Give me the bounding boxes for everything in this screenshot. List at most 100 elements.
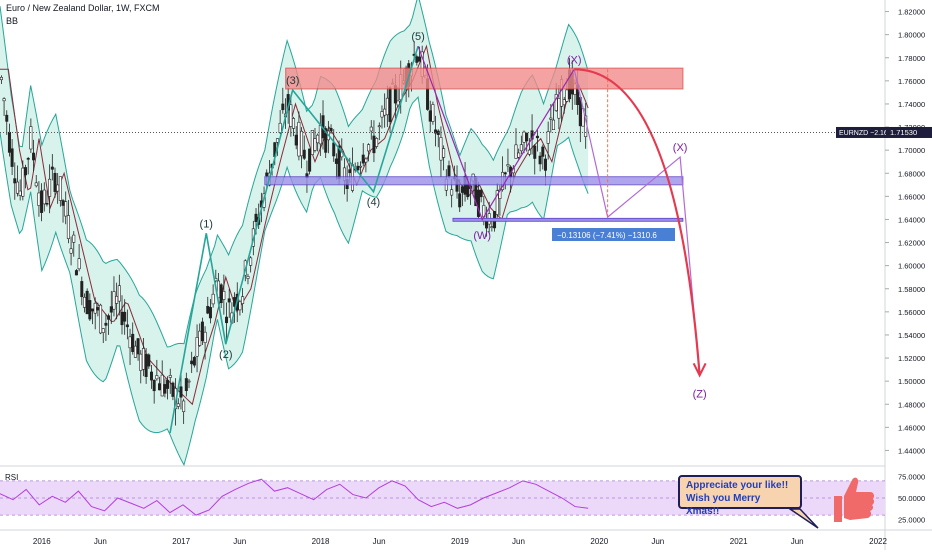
candle-body xyxy=(171,382,175,397)
candle-body xyxy=(32,152,36,161)
candle-body xyxy=(337,145,341,180)
time-axis[interactable]: 2016 Jun 2017 Jun 2018 Jun 2019 Jun 2020 Jun 2021 J… xyxy=(33,537,888,546)
candle-body xyxy=(310,129,314,155)
candle-body xyxy=(348,169,352,174)
support-zone xyxy=(264,176,684,186)
y-tick-label: 1.54000 xyxy=(898,331,925,340)
y-tick-label: 1.80000 xyxy=(898,31,925,40)
projection-path xyxy=(573,69,701,376)
candle-body xyxy=(82,297,86,308)
x-tick-label: 2016 xyxy=(33,537,51,546)
candle-body xyxy=(58,176,62,201)
candle-body xyxy=(26,158,30,160)
candle-body xyxy=(179,386,183,398)
candle-body xyxy=(442,148,446,158)
candle-body xyxy=(329,127,333,132)
candle-body xyxy=(123,311,127,322)
candle-body xyxy=(369,126,373,132)
candle-body xyxy=(418,56,422,62)
y-tick-label: 1.76000 xyxy=(898,77,925,86)
wave-label: (W) xyxy=(473,230,491,242)
candle-body xyxy=(128,336,132,349)
chart-title: Euro / New Zealand Dollar, 1W, FXCM xyxy=(6,3,160,13)
candle-body xyxy=(144,353,148,377)
candle-body xyxy=(104,322,108,326)
measure-label-bg xyxy=(552,228,675,241)
candle-body xyxy=(227,298,231,303)
x-tick-label: 2020 xyxy=(590,537,608,546)
candle-body xyxy=(316,134,320,144)
symbol-tag-text: EURNZD −2.16% xyxy=(839,130,894,137)
candle-body xyxy=(238,301,242,311)
last-price-tag: EURNZD −2.16% 1.71530 xyxy=(836,126,932,138)
candle-body xyxy=(535,135,539,139)
candle-body xyxy=(88,300,92,320)
candle-body xyxy=(372,135,376,154)
candle-body xyxy=(149,371,153,381)
y-tick-label: 1.52000 xyxy=(898,354,925,363)
resistance-zone xyxy=(285,67,684,90)
candle-body xyxy=(152,379,156,392)
price-axis[interactable]: 1.820001.800001.780001.760001.740001.720… xyxy=(885,8,925,456)
candle-body xyxy=(562,99,566,106)
x-tick-label: 2017 xyxy=(172,537,190,546)
projection-lines xyxy=(573,68,707,378)
indicator-label[interactable]: BB xyxy=(6,16,19,26)
candle-body xyxy=(450,189,454,196)
candle-body xyxy=(42,189,46,205)
wave-labels: (1) (2) (3) (4) (5) (W) (X) (X) (Z) xyxy=(200,31,707,400)
rsi-line xyxy=(0,478,589,516)
candle-body xyxy=(506,164,510,167)
candle-body xyxy=(195,337,199,357)
candle-body xyxy=(101,328,105,333)
candle-body xyxy=(141,348,145,370)
candle-body xyxy=(93,302,97,314)
x-tick-label: Jun xyxy=(373,537,386,546)
candle-body xyxy=(168,375,172,378)
candle-body xyxy=(313,138,317,151)
rsi-tick-label: 50.0000 xyxy=(898,494,925,503)
candle-body xyxy=(565,89,569,102)
candle-body xyxy=(332,142,336,157)
callout-line-2: Wish you Merry Xmas!! xyxy=(686,493,761,517)
candle-body xyxy=(525,132,529,142)
candle-body xyxy=(133,345,137,358)
candle-body xyxy=(519,144,523,152)
wave-label: (5) xyxy=(411,31,424,43)
candle-body xyxy=(21,167,25,197)
candle-body xyxy=(109,306,113,313)
y-tick-label: 1.48000 xyxy=(898,400,925,409)
candle-body xyxy=(34,182,38,187)
candle-body xyxy=(163,384,167,394)
candle-body xyxy=(356,165,360,171)
callout-box: Appreciate your like!! Wish you Merry Xm… xyxy=(678,475,802,517)
candle-body xyxy=(120,311,124,326)
candle-body xyxy=(24,167,28,176)
candle-body xyxy=(53,172,57,192)
y-tick-label: 1.62000 xyxy=(898,239,925,248)
support-line xyxy=(452,217,684,222)
zones xyxy=(264,67,684,222)
candle-body xyxy=(45,202,49,205)
candle-body xyxy=(334,158,338,164)
candle-body xyxy=(546,131,550,144)
y-tick-label: 1.68000 xyxy=(898,169,925,178)
candle-body xyxy=(447,165,451,177)
candle-body xyxy=(364,158,368,163)
candle-body xyxy=(182,400,186,412)
candle-body xyxy=(533,145,537,159)
candle-body xyxy=(476,189,480,217)
lower-band xyxy=(0,95,589,467)
y-tick-label: 1.46000 xyxy=(898,423,925,432)
measure-label: −0.13106 (−7.41%) −1310.6 xyxy=(557,231,657,240)
candle-body xyxy=(66,215,70,239)
candle-body xyxy=(99,304,103,334)
y-tick-label: 1.78000 xyxy=(898,54,925,63)
candle-body xyxy=(300,130,304,157)
candle-body xyxy=(136,338,140,355)
x-tick-label: 2018 xyxy=(312,537,330,546)
rsi-label[interactable]: RSI xyxy=(5,473,19,482)
candle-body xyxy=(415,56,419,63)
